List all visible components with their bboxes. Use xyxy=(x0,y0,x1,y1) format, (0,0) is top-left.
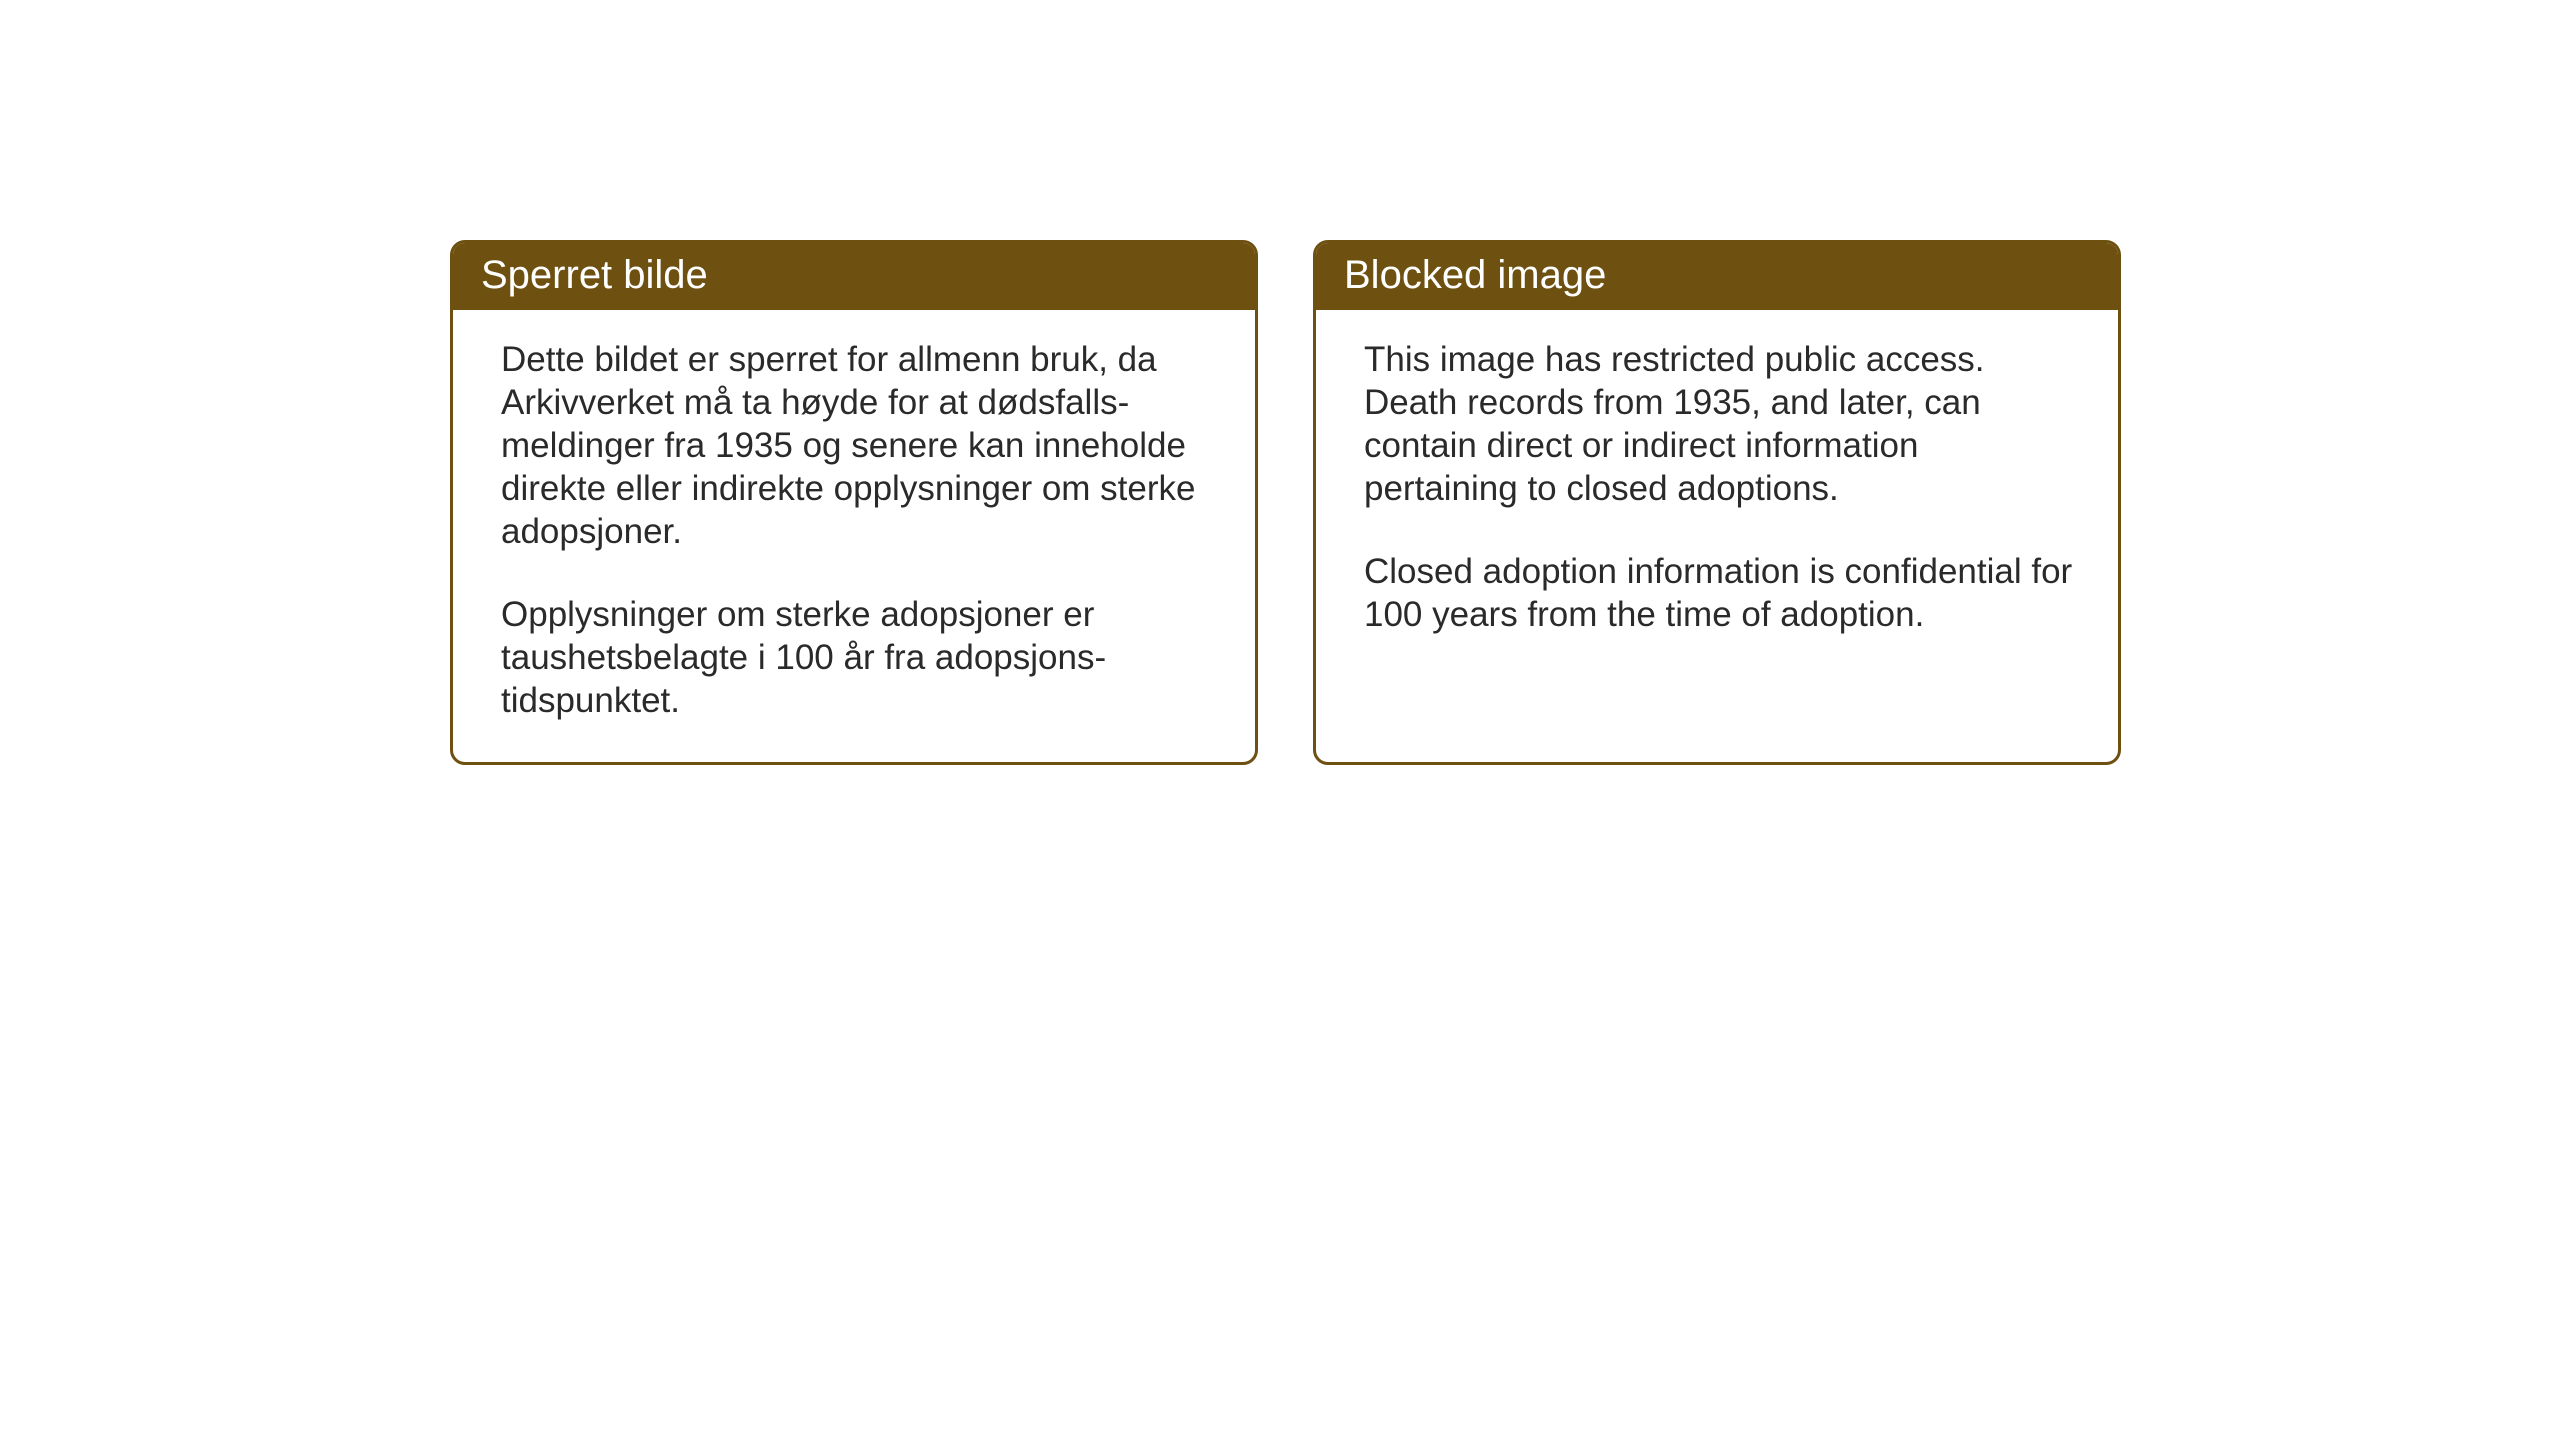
card-paragraph: Dette bildet er sperret for allmenn bruk… xyxy=(501,338,1215,553)
card-header-norwegian: Sperret bilde xyxy=(453,243,1255,310)
card-paragraph: This image has restricted public access.… xyxy=(1364,338,2078,510)
notice-card-english: Blocked image This image has restricted … xyxy=(1313,240,2121,765)
card-paragraph: Closed adoption information is confident… xyxy=(1364,550,2078,636)
card-body-norwegian: Dette bildet er sperret for allmenn bruk… xyxy=(453,310,1255,762)
card-header-english: Blocked image xyxy=(1316,243,2118,310)
notice-card-norwegian: Sperret bilde Dette bildet er sperret fo… xyxy=(450,240,1258,765)
card-body-english: This image has restricted public access.… xyxy=(1316,310,2118,676)
card-paragraph: Opplysninger om sterke adopsjoner er tau… xyxy=(501,593,1215,722)
notice-container: Sperret bilde Dette bildet er sperret fo… xyxy=(450,240,2121,765)
